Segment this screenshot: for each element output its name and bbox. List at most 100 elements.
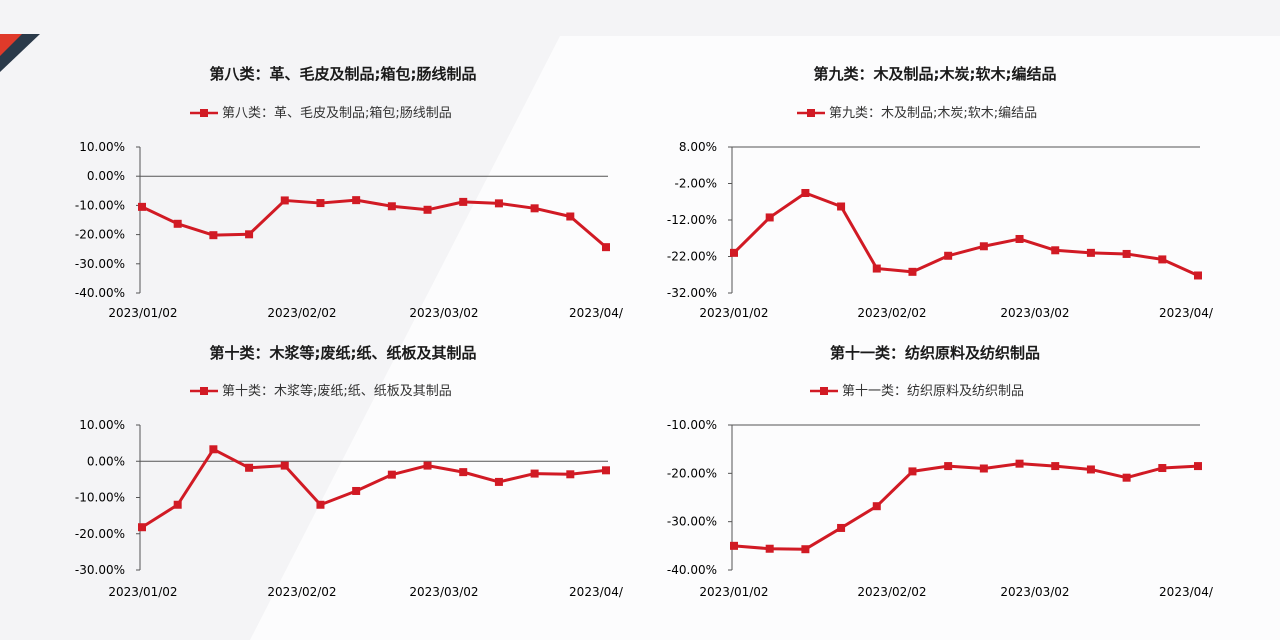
data-point	[138, 523, 146, 532]
x-tick-label: 2023/02/02	[267, 585, 336, 599]
data-point	[316, 500, 325, 509]
y-tick-label: 10.00%	[79, 140, 125, 154]
data-point	[459, 197, 468, 206]
chart-title: 第八类：革、毛皮及制品;箱包;肠线制品	[210, 65, 477, 83]
y-tick-label: -30.00%	[75, 563, 125, 577]
data-point	[209, 231, 218, 240]
data-point	[1051, 462, 1060, 471]
y-tick-label: -2.00%	[675, 177, 717, 191]
data-point	[352, 486, 361, 495]
y-tick-label: -10.00%	[667, 418, 717, 432]
data-point	[1051, 246, 1060, 255]
data-point	[530, 469, 539, 478]
chart-1: 第八类：革、毛皮及制品;箱包;肠线制品第八类：革、毛皮及制品;箱包;肠线制品10…	[75, 65, 624, 320]
corner-red-triangle	[0, 34, 22, 56]
data-point	[1158, 255, 1167, 264]
data-point	[387, 470, 396, 479]
legend-marker	[200, 387, 208, 395]
chart-3: 第十类：木浆等;废纸;纸、纸板及其制品第十类：木浆等;废纸;纸、纸板及其制品10…	[75, 344, 624, 599]
legend-label: 第十一类：纺织原料及纺织制品	[842, 384, 1024, 399]
y-tick-label: -10.00%	[75, 198, 125, 212]
x-tick-label: 2023/02/02	[857, 306, 926, 320]
chart-4: 第十一类：纺织原料及纺织制品第十一类：纺织原料及纺织制品-10.00%-20.0…	[667, 344, 1214, 599]
x-tick-label: 2023/01/02	[108, 585, 177, 599]
data-point	[423, 461, 432, 470]
data-point	[387, 202, 396, 211]
data-point	[765, 213, 774, 222]
data-point	[872, 502, 881, 511]
y-tick-label: -20.00%	[667, 466, 717, 480]
chart-2: 第九类：木及制品;木炭;软木;编结品第九类：木及制品;木炭;软木;编结品8.00…	[667, 65, 1214, 320]
y-tick-label: -10.00%	[75, 491, 125, 505]
x-tick-label: 2023/03/02	[409, 306, 478, 320]
chart-legend: 第九类：木及制品;木炭;软木;编结品	[797, 106, 1037, 121]
data-point	[138, 202, 146, 211]
data-point	[245, 463, 254, 472]
y-tick-label: 8.00%	[679, 140, 717, 154]
legend-marker	[820, 387, 828, 395]
y-tick-label: -30.00%	[667, 515, 717, 529]
y-tick-label: -12.00%	[667, 213, 717, 227]
data-point	[979, 464, 988, 473]
data-point	[1158, 464, 1167, 473]
data-point	[837, 523, 846, 532]
data-point	[602, 243, 610, 252]
series-line	[141, 198, 607, 249]
data-point	[494, 199, 503, 208]
x-tick-label: 2023/03/02	[1000, 306, 1069, 320]
series-line	[733, 462, 1199, 551]
data-point	[1015, 459, 1024, 468]
y-tick-label: 0.00%	[87, 454, 125, 468]
chart-legend: 第十一类：纺织原料及纺织制品	[810, 384, 1024, 399]
data-point	[280, 461, 289, 470]
legend-label: 第十类：木浆等;废纸;纸、纸板及其制品	[222, 383, 452, 399]
series-line	[141, 447, 607, 529]
x-tick-label: 2023/04/	[569, 585, 624, 599]
y-tick-label: 0.00%	[87, 169, 125, 183]
x-tick-label: 2023/02/02	[267, 306, 336, 320]
data-point	[566, 212, 575, 221]
background-light-panel	[250, 36, 1280, 640]
data-point	[801, 545, 810, 554]
series-line	[732, 191, 1199, 277]
data-point	[1194, 271, 1202, 280]
data-point	[602, 466, 610, 475]
data-point	[1122, 249, 1131, 258]
chart-title: 第十类：木浆等;废纸;纸、纸板及其制品	[210, 344, 477, 362]
data-point	[530, 204, 539, 213]
y-tick-label: -20.00%	[75, 228, 125, 242]
y-tick-label: -40.00%	[75, 286, 125, 300]
data-point	[280, 196, 289, 205]
data-point	[245, 230, 254, 239]
x-tick-label: 2023/04/	[569, 306, 624, 320]
data-point	[423, 205, 432, 214]
data-point	[801, 188, 810, 197]
data-point	[1086, 248, 1095, 257]
y-tick-label: -32.00%	[667, 286, 717, 300]
x-tick-label: 2023/03/02	[1000, 585, 1069, 599]
data-point	[566, 470, 575, 479]
y-tick-label: -20.00%	[75, 527, 125, 541]
data-point	[979, 242, 988, 251]
data-point	[730, 541, 738, 550]
x-tick-label: 2023/04/	[1159, 306, 1214, 320]
data-point	[944, 462, 953, 471]
x-tick-label: 2023/03/02	[409, 585, 478, 599]
data-point	[1194, 462, 1202, 471]
x-tick-label: 2023/01/02	[108, 306, 177, 320]
legend-label: 第八类：革、毛皮及制品;箱包;肠线制品	[222, 105, 452, 121]
legend-marker	[807, 109, 815, 117]
data-point	[209, 445, 218, 454]
data-point	[459, 468, 468, 477]
data-point	[1122, 473, 1131, 482]
data-point	[494, 477, 503, 486]
corner-decoration	[0, 34, 40, 72]
legend-marker	[200, 109, 208, 117]
x-tick-label: 2023/02/02	[857, 585, 926, 599]
data-point	[173, 219, 182, 228]
legend-label: 第九类：木及制品;木炭;软木;编结品	[829, 106, 1037, 121]
data-point	[908, 467, 917, 476]
x-tick-label: 2023/01/02	[699, 585, 768, 599]
